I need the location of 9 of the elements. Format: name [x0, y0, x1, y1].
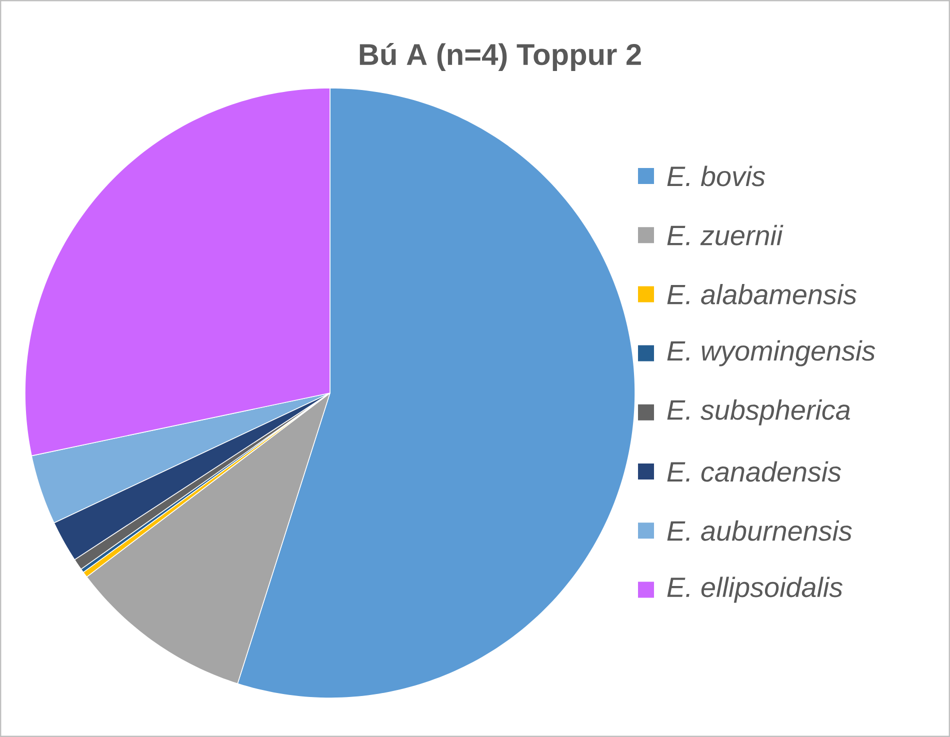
legend-label: E. auburnensis: [667, 520, 852, 541]
legend-label: E. wyomingensis: [667, 340, 876, 366]
legend-label: E. subspherica: [667, 399, 850, 426]
legend-label: E. canadensis: [667, 461, 842, 482]
legend-label: E. alabamensis: [667, 284, 856, 304]
legend-label: E. ellipsoidalis: [667, 576, 843, 603]
legend-label: E. bovis: [667, 166, 766, 186]
legend-label: E. zuernii: [667, 224, 784, 246]
chart-title: Bú A (n=4) Toppur 2: [360, 42, 641, 72]
